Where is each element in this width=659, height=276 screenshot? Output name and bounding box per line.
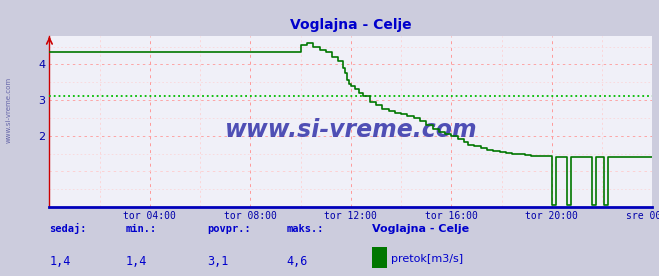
Text: min.:: min.: [125, 224, 156, 234]
Text: 4,6: 4,6 [287, 255, 308, 268]
Title: Voglajna - Celje: Voglajna - Celje [290, 18, 412, 32]
Text: povpr.:: povpr.: [208, 224, 251, 234]
Text: 1,4: 1,4 [125, 255, 146, 268]
Text: maks.:: maks.: [287, 224, 324, 234]
Text: 1,4: 1,4 [49, 255, 71, 268]
Text: 3,1: 3,1 [208, 255, 229, 268]
Text: www.si-vreme.com: www.si-vreme.com [5, 77, 11, 144]
Text: www.si-vreme.com: www.si-vreme.com [225, 118, 477, 142]
Text: Voglajna - Celje: Voglajna - Celje [372, 224, 469, 234]
Text: pretok[m3/s]: pretok[m3/s] [391, 254, 463, 264]
Text: sedaj:: sedaj: [49, 223, 87, 234]
